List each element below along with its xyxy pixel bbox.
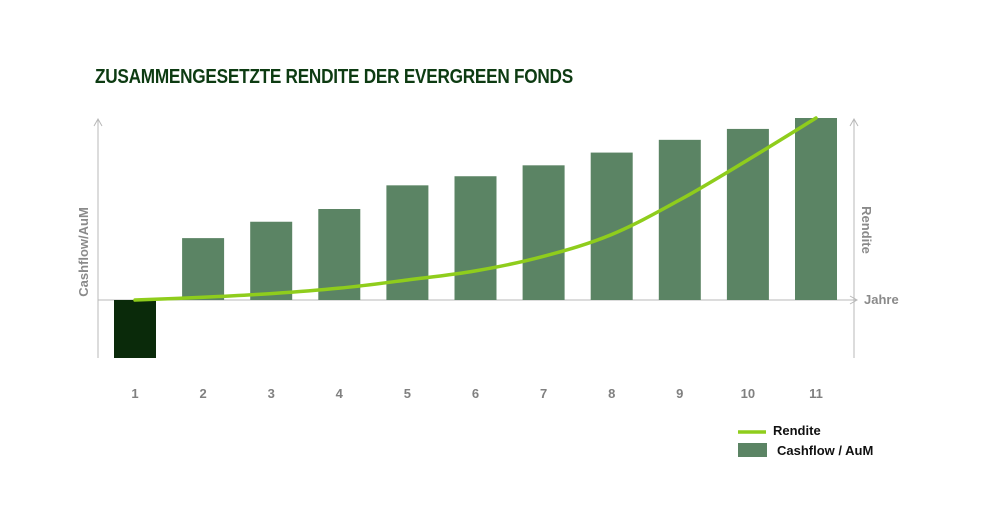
x-tick-label: 2: [199, 386, 206, 401]
bar-7: [522, 165, 565, 300]
x-ticks-group: 1 2 3 4 5 6 7 8 9 10 11: [131, 386, 822, 401]
legend-bar-label: Cashflow / AuM: [777, 443, 873, 458]
rendite-line: [133, 116, 818, 302]
x-tick-label: 9: [676, 386, 683, 401]
x-tick-label: 10: [741, 386, 755, 401]
x-axis-label: Jahre: [864, 292, 899, 307]
bar-3: [250, 221, 293, 300]
x-tick-label: 5: [404, 386, 411, 401]
bar-4: [318, 209, 361, 300]
legend: Rendite Cashflow / AuM: [738, 423, 873, 458]
y-axis-arrow: [93, 117, 103, 127]
y2-axis-arrow: [849, 117, 859, 127]
bars-group: [114, 118, 837, 358]
bar-2: [182, 238, 225, 300]
x-tick-label: 7: [540, 386, 547, 401]
bar-11: [795, 118, 837, 300]
legend-line-label: Rendite: [773, 423, 821, 438]
x-tick-label: 3: [268, 386, 275, 401]
legend-bar-swatch: [738, 443, 767, 457]
line-group: [133, 116, 818, 302]
x-tick-label: 1: [131, 386, 138, 401]
chart-title: ZUSAMMENGESETZTE RENDITE DER EVERGREEN F…: [95, 66, 573, 88]
bar-10: [726, 128, 769, 300]
x-tick-label: 8: [608, 386, 615, 401]
bar-6: [454, 176, 497, 300]
x-axis-arrow: [849, 295, 859, 305]
bar-1: [114, 300, 156, 358]
y2-axis-label: Rendite: [859, 206, 874, 254]
y-axis-label: Cashflow/AuM: [76, 207, 91, 297]
x-tick-label: 6: [472, 386, 479, 401]
x-tick-label: 11: [809, 386, 823, 401]
x-tick-label: 4: [336, 386, 344, 401]
bar-9: [658, 139, 701, 300]
